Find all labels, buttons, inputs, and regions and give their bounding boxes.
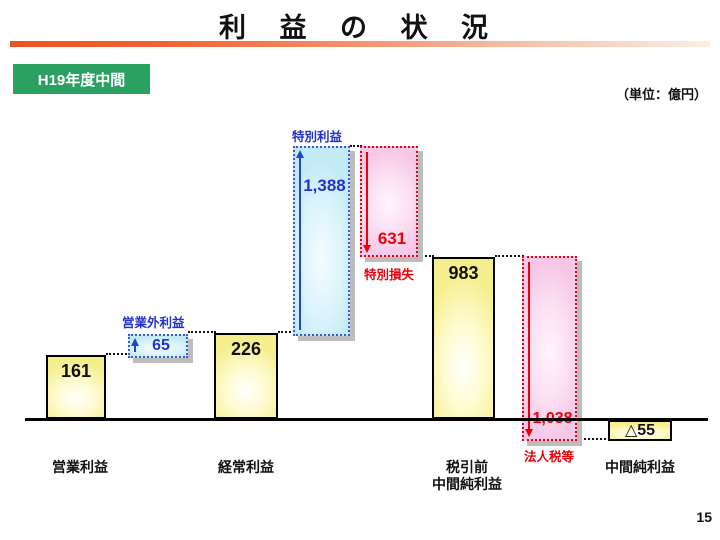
page-number: 15 <box>696 509 712 525</box>
connector-line <box>418 255 434 257</box>
axis-label-pretax-income: 税引前 中間純利益 <box>432 459 502 492</box>
page-title: 利 益 の 状 況 <box>218 13 501 43</box>
down-arrow-icon <box>363 152 371 253</box>
connector-line <box>188 331 216 333</box>
bar-pretax-income: 983 <box>432 257 495 419</box>
bar-net-income: △55 <box>608 420 672 441</box>
label-corporate-taxes: 法人税等 <box>524 450 575 464</box>
value-pretax-income: 983 <box>448 263 479 283</box>
box-corporate-taxes: 1,038 <box>522 256 577 441</box>
label-non-operating-income: 営業外利益 <box>122 316 185 330</box>
connector-line <box>350 145 362 147</box>
box-extraordinary-gains: 1,388 <box>293 146 350 336</box>
label-extraordinary-losses: 特別損失 <box>364 268 415 282</box>
value-ordinary-profit: 226 <box>230 339 262 359</box>
up-arrow-icon <box>296 150 304 330</box>
value-net-income: △55 <box>624 422 656 439</box>
up-arrow-icon <box>131 338 139 352</box>
bar-ordinary-profit: 226 <box>214 333 278 419</box>
header-rule <box>10 41 710 47</box>
value-non-operating-income: 65 <box>152 337 170 354</box>
connector-line <box>278 331 295 333</box>
box-extraordinary-losses: 631 <box>360 146 418 257</box>
axis-label-net-income: 中間純利益 <box>605 459 675 475</box>
label-extraordinary-gains: 特別利益 <box>292 130 343 144</box>
unit-label: （単位：億円） <box>615 87 707 102</box>
x-axis-line <box>25 418 708 421</box>
connector-line <box>106 353 130 355</box>
axis-label-operating-profit: 営業利益 <box>52 459 108 475</box>
axis-label-ordinary-profit: 経常利益 <box>218 459 274 475</box>
bar-operating-profit: 161 <box>46 355 106 419</box>
value-extraordinary-losses: 631 <box>377 229 407 248</box>
connector-line <box>577 438 610 440</box>
down-arrow-icon <box>525 262 533 437</box>
period-badge: H19年度中間 <box>13 64 150 94</box>
box-non-operating-income: 65 <box>128 334 188 358</box>
value-extraordinary-gains: 1,388 <box>303 176 346 195</box>
connector-line <box>495 255 524 257</box>
value-operating-profit: 161 <box>60 361 92 381</box>
